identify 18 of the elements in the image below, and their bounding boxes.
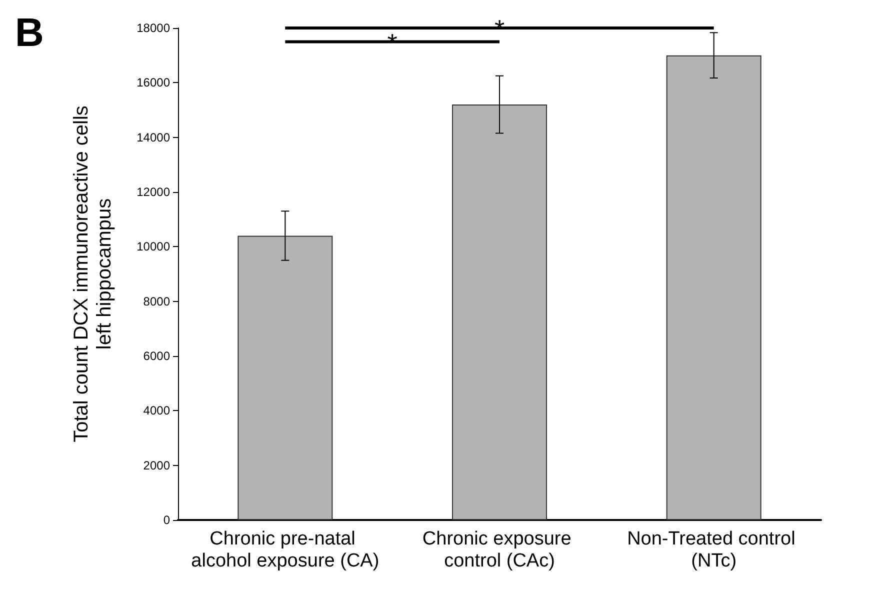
y-tick-label: 4000 (143, 404, 170, 418)
y-axis-title: Total count DCX immunoreactive cells left hippocampus (70, 106, 116, 442)
x-tick-label: Non-Treated control (NTc) (627, 528, 801, 572)
y-tick-label: 10000 (136, 240, 170, 254)
y-tick-label: 0 (163, 513, 170, 527)
y-tick-label: 6000 (143, 349, 170, 363)
y-tick-label: 8000 (143, 294, 170, 308)
bar (666, 55, 762, 520)
y-tick-label: 18000 (136, 21, 170, 35)
y-tick-label: 14000 (136, 130, 170, 144)
y-tick-label: 16000 (136, 76, 170, 90)
bar (238, 236, 333, 520)
x-tick-label: Chronic pre-natal alcohol exposure (CA) (191, 528, 380, 572)
chart-title: B (15, 11, 44, 55)
bar (452, 104, 547, 520)
y-tick-label: 12000 (136, 185, 170, 199)
x-tick-label: Chronic exposure control (CAc) (422, 528, 577, 572)
y-tick-label: 2000 (143, 458, 170, 472)
